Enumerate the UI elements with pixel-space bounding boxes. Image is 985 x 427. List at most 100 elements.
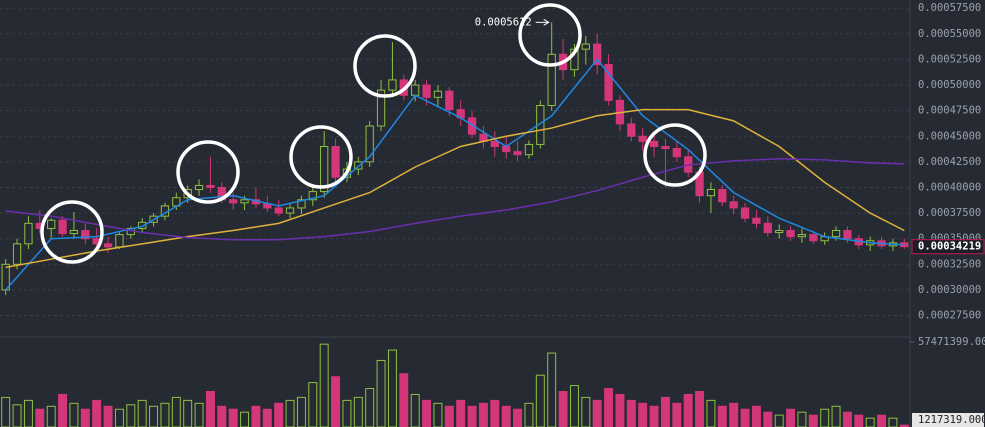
candle-body xyxy=(604,64,613,101)
volume-bar xyxy=(12,404,22,427)
candle-body xyxy=(809,234,818,242)
volume-bar xyxy=(103,405,113,427)
volume-bar xyxy=(877,414,887,427)
y-tick-label: 0.00042500 xyxy=(918,156,981,168)
candle-body xyxy=(411,84,420,96)
candle-body xyxy=(376,89,386,127)
candle-body xyxy=(706,189,716,197)
volume-bar xyxy=(695,391,705,427)
volume-bar xyxy=(160,402,170,427)
volume-bar xyxy=(387,349,397,427)
volume-bar xyxy=(729,402,739,427)
candle-body xyxy=(547,53,556,107)
moving-average-line xyxy=(5,108,905,269)
y-tick-label: 0.00055000 xyxy=(918,28,981,40)
candle-body xyxy=(649,140,659,147)
volume-bar xyxy=(615,393,625,427)
volume-bar xyxy=(740,408,750,427)
volume-bar xyxy=(604,388,614,427)
candle-body xyxy=(274,207,283,214)
candle-body xyxy=(433,90,443,98)
last-volume-label: 1217319.000 xyxy=(918,414,985,426)
volume-bar xyxy=(92,399,102,427)
candle-body xyxy=(12,243,22,265)
last-volume-box xyxy=(912,413,984,427)
moving-average-line xyxy=(5,158,905,241)
y-tick-label: 0.00050000 xyxy=(918,79,981,91)
last-price-box xyxy=(911,239,985,255)
volume-bar xyxy=(808,414,818,427)
volume-bar xyxy=(69,402,79,427)
volume-bar xyxy=(262,408,272,427)
candle-body xyxy=(388,79,397,91)
y-tick-label: 0.00032500 xyxy=(918,258,981,270)
volume-bar xyxy=(467,405,477,427)
candle-body xyxy=(627,123,636,137)
candle-body xyxy=(524,143,534,156)
y-tick-label: 0.00057500 xyxy=(918,2,981,14)
y-tick-label: 0.00052500 xyxy=(918,53,981,65)
volume-bar xyxy=(649,405,659,427)
volume-bar xyxy=(444,405,454,427)
candle-body xyxy=(763,222,772,234)
y-tick-label: 0.00045000 xyxy=(918,130,981,142)
volume-bar xyxy=(660,396,670,427)
candle-body xyxy=(445,90,454,111)
volume-bar xyxy=(558,391,568,427)
volume-bar xyxy=(638,402,648,427)
y-tick-label: 0.00047500 xyxy=(918,105,981,117)
volume-bar xyxy=(854,414,864,427)
candle-body xyxy=(206,184,215,188)
volume-bar xyxy=(399,373,409,427)
candle-body xyxy=(308,191,317,201)
candle-body xyxy=(422,84,431,98)
volume-bar xyxy=(319,343,329,427)
candle-body xyxy=(81,230,90,240)
volume-bar xyxy=(35,408,45,427)
candle-body xyxy=(320,145,329,193)
candle-body xyxy=(138,221,147,229)
volume-bar xyxy=(251,405,261,427)
volume-bar xyxy=(569,385,579,427)
annotation-arrowhead xyxy=(543,18,550,26)
volume-bar xyxy=(194,402,204,427)
candle-body xyxy=(729,201,738,209)
candle-body xyxy=(672,148,681,158)
volume-bar xyxy=(353,396,363,427)
candle-body xyxy=(638,135,647,142)
candle-body xyxy=(490,140,499,147)
y-tick-label: 0.00027500 xyxy=(918,310,981,322)
highlight-circles xyxy=(40,3,707,264)
highlight-circle xyxy=(176,140,240,204)
volume-bar xyxy=(274,402,284,427)
volume-bar xyxy=(456,399,466,427)
highlight-circle xyxy=(518,3,582,67)
volume-bar xyxy=(296,396,306,427)
volume-bar xyxy=(626,399,636,427)
volume-bar xyxy=(820,408,830,427)
volume-bar xyxy=(217,405,227,427)
volume-bar xyxy=(683,393,693,427)
volume-bar xyxy=(774,414,784,427)
volume-bar xyxy=(1,396,11,427)
y-tick-label: 0.00037500 xyxy=(918,207,981,219)
volume-bar xyxy=(126,404,136,427)
candle-body xyxy=(661,145,670,150)
candle-body xyxy=(593,43,602,66)
volume-bar xyxy=(763,411,773,427)
volume-bar xyxy=(422,399,432,427)
candle-body xyxy=(467,117,477,135)
candle-body xyxy=(365,125,374,163)
candle-body xyxy=(297,199,306,209)
candle-body xyxy=(786,230,795,238)
candle-body xyxy=(740,207,750,219)
volume-bar xyxy=(592,399,602,427)
candle-body xyxy=(581,43,590,50)
candle-body xyxy=(843,230,852,240)
volume-bar xyxy=(751,405,761,427)
volume-bar xyxy=(547,352,557,427)
volume-bar xyxy=(490,399,500,427)
volume-bar xyxy=(672,402,682,427)
candle-body xyxy=(229,199,238,204)
candle-body xyxy=(513,151,522,156)
